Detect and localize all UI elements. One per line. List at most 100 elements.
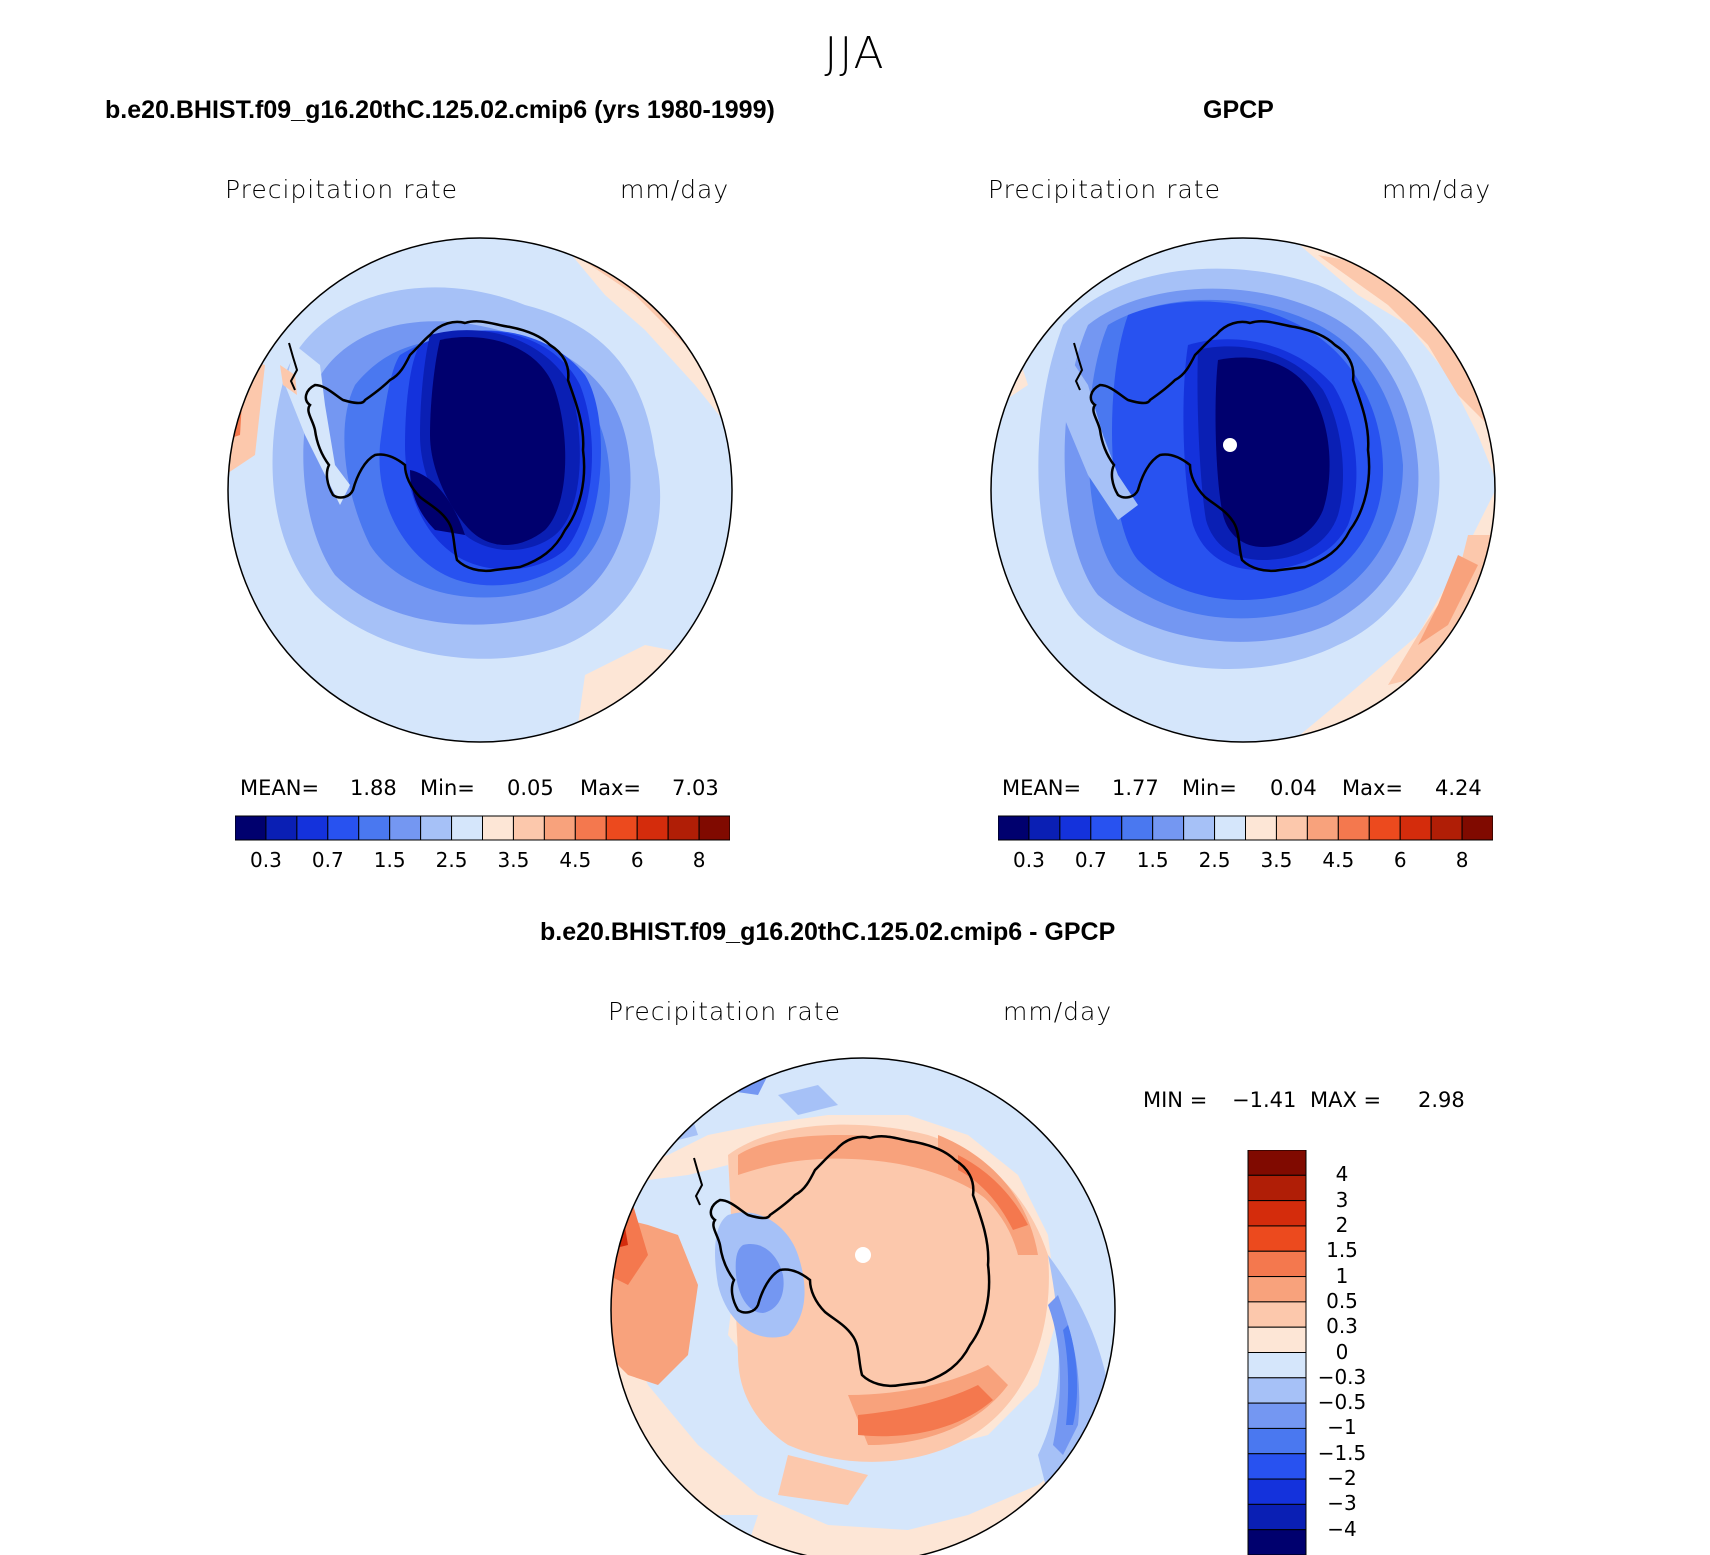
colorbar-tick-label: −1.5 [1317,1440,1367,1465]
colorbar-swatch [1152,815,1185,841]
panel3-pole-marker [855,1247,871,1263]
colorbar-swatch [1430,815,1463,841]
colorbar-tick-label: 4.5 [1322,848,1355,872]
colorbar-swatch [420,815,453,841]
colorbar-swatch [451,815,483,841]
panel1-variable-label: Precipitation rate [225,175,458,204]
colorbar-swatch [698,815,730,841]
colorbar-tick-label: 2.5 [1198,848,1231,872]
panel3-min-label: MIN = [1143,1088,1208,1112]
panel2-units-label: mm/day [1382,175,1492,204]
panel2-mean-label: MEAN= [1002,776,1082,800]
panel1-min-value: 0.05 [507,776,554,800]
colorbar-tick-label: 4 [1335,1162,1349,1187]
colorbar-swatch [1247,1352,1307,1379]
colorbar-swatch [1368,815,1401,841]
colorbar-swatch [1247,1225,1307,1252]
colorbar-tick-label: 8 [692,848,706,872]
colorbar-swatch [327,815,360,841]
colorbar-swatch [605,815,638,841]
colorbar-tick-label: 1.5 [1136,848,1169,872]
panel2-title: GPCP [1203,96,1274,124]
colorbar-swatch [512,815,545,841]
colorbar-swatch [1059,815,1092,841]
colorbar-swatch [265,815,298,841]
colorbar-swatch [1028,815,1061,841]
panel2-pole-marker [1223,438,1237,452]
colorbar-tick-label: 2.5 [435,848,468,872]
colorbar-tick-label: 6 [1393,848,1407,872]
panel2-polar-map [990,237,1496,743]
colorbar-swatch [1247,1427,1307,1455]
colorbar-swatch [636,815,669,841]
colorbar-tick-label: 1.5 [1326,1238,1358,1263]
colorbar-swatch [543,815,576,841]
colorbar-tick-label: 0 [1335,1339,1349,1364]
colorbar-swatch [1247,1174,1307,1202]
colorbar-swatch [1247,1150,1307,1176]
colorbar-swatch [235,815,267,841]
colorbar-swatch [1090,815,1123,841]
colorbar-swatch [1247,1276,1307,1303]
panel3-polar-map [610,1057,1116,1555]
colorbar-swatch [1183,815,1216,841]
figure-title: JJA [824,28,886,79]
panel1-antarctica-coastline [304,319,586,573]
panel3-colorbar [1247,1150,1307,1555]
colorbar-tick-label: −3 [1327,1491,1357,1516]
colorbar-swatch [574,815,607,841]
panel2-min-label: Min= [1182,776,1237,800]
colorbar-tick-label: −2 [1327,1466,1357,1491]
colorbar-swatch [1399,815,1432,841]
colorbar-swatch [1247,1529,1307,1555]
colorbar-swatch [358,815,391,841]
colorbar-swatch [1337,815,1370,841]
colorbar-tick-label: −4 [1327,1516,1357,1541]
panel1-map-boundary [227,237,733,743]
panel1-title: b.e20.BHIST.f09_g16.20thC.125.02.cmip6 (… [105,96,775,124]
panel2-map-boundary [990,237,1496,743]
colorbar-tick-label: −0.5 [1317,1390,1367,1415]
colorbar-swatch [1247,1503,1307,1531]
panel1-max-value: 7.03 [672,776,719,800]
colorbar-swatch [1247,1200,1307,1227]
panel1-colorbar [235,815,730,841]
panel3-map-boundary [610,1057,1116,1555]
colorbar-swatch [1121,815,1154,841]
colorbar-tick-label: 0.7 [311,848,344,872]
colorbar-swatch [1461,815,1493,841]
panel3-title: b.e20.BHIST.f09_g16.20thC.125.02.cmip6 -… [540,918,1116,946]
colorbar-swatch [1247,1377,1307,1404]
colorbar-swatch [1245,815,1277,841]
colorbar-tick-label: 3 [1335,1187,1349,1212]
panel2-antarctica-coastline [1089,319,1371,573]
colorbar-tick-label: 0.3 [1326,1314,1358,1339]
colorbar-swatch [1247,1250,1307,1278]
colorbar-tick-label: 1 [1335,1263,1349,1288]
panel2-colorbar [998,815,1493,841]
colorbar-tick-label: 3.5 [1260,848,1293,872]
panel2-max-value: 4.24 [1435,776,1482,800]
panel2-variable-label: Precipitation rate [988,175,1221,204]
panel1-mean-label: MEAN= [240,776,320,800]
panel3-max-label: MAX = [1310,1088,1382,1112]
colorbar-tick-label: 3.5 [497,848,530,872]
colorbar-swatch [389,815,422,841]
panel2-mean-value: 1.77 [1112,776,1159,800]
colorbar-swatch [1214,815,1246,841]
panel1-polar-map [227,237,733,743]
panel3-min-value: −1.41 [1232,1088,1297,1112]
colorbar-swatch [1247,1301,1307,1328]
panel1-max-label: Max= [580,776,642,800]
panel3-max-value: 2.98 [1418,1088,1465,1112]
colorbar-swatch [1247,1453,1307,1480]
colorbar-swatch [1247,1478,1307,1505]
colorbar-swatch [998,815,1030,841]
colorbar-swatch [667,815,700,841]
colorbar-tick-label: 4.5 [559,848,592,872]
colorbar-tick-label: 8 [1455,848,1469,872]
colorbar-swatch [296,815,329,841]
colorbar-swatch [1247,1402,1307,1429]
colorbar-tick-label: 0.5 [1326,1288,1358,1313]
colorbar-tick-label: 1.5 [373,848,406,872]
